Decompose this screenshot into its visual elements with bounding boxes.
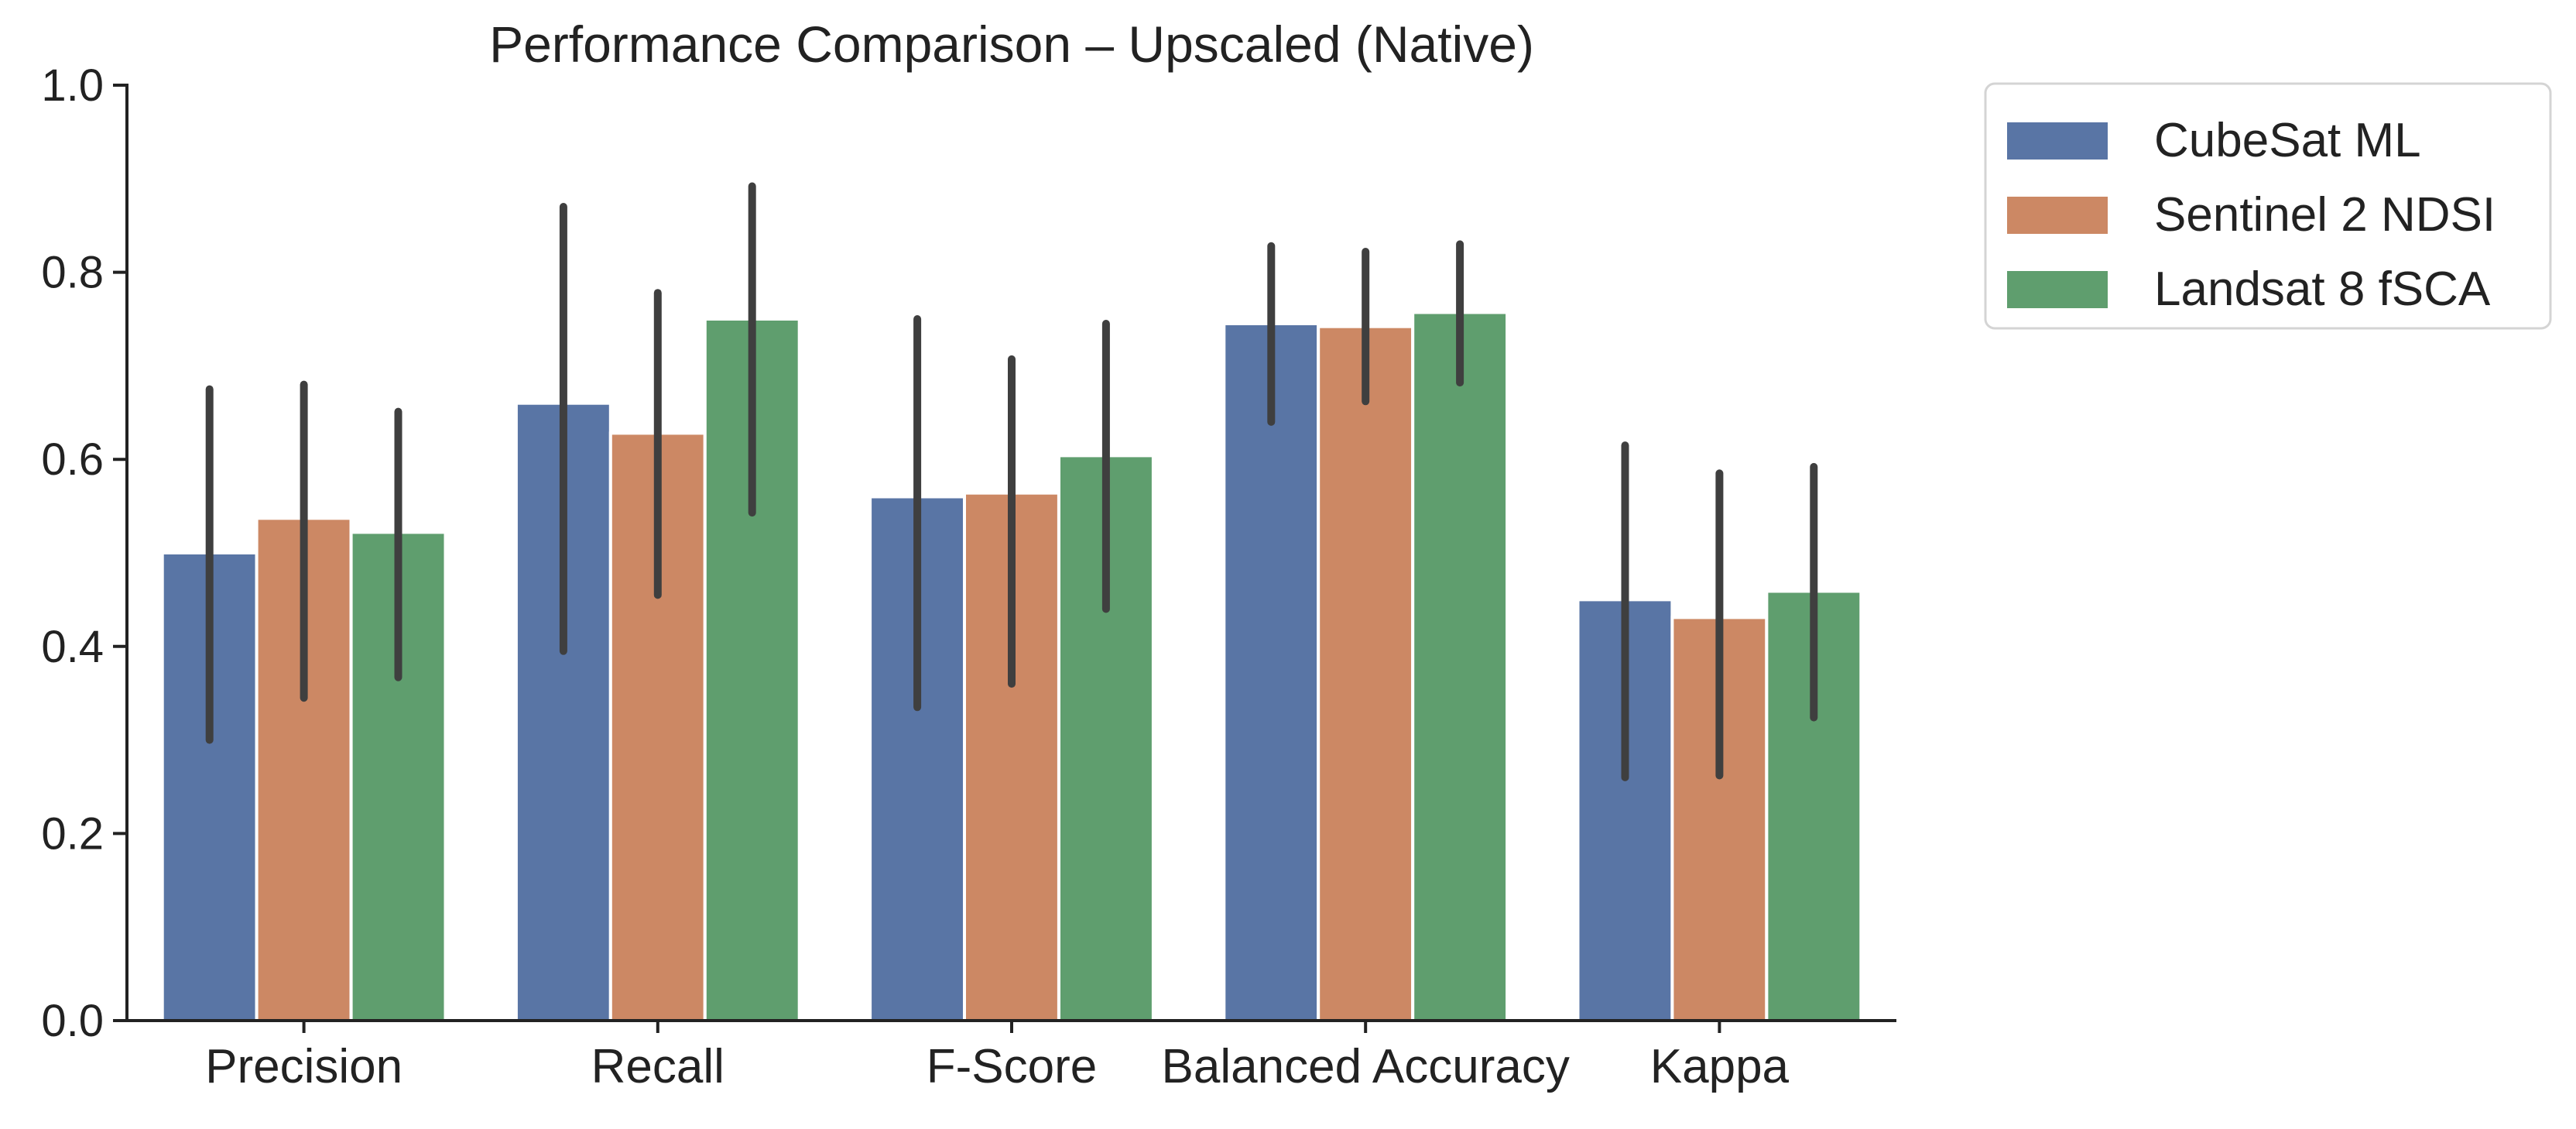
x-tick-label: Kappa [1650,1040,1790,1093]
bar-landsat-8-fsca-balanced-accuracy [1411,311,1509,1022]
bar-cubesat-ml-balanced-accuracy [1222,322,1321,1022]
y-tick-label: 0.0 [41,996,104,1046]
x-tick-label: Precision [205,1040,402,1093]
y-tick-label: 0.6 [41,434,104,485]
x-tick-label: Recall [591,1040,724,1093]
legend-label: Sentinel 2 NDSI [2154,188,2496,242]
legend-label: CubeSat ML [2154,114,2421,167]
legend-swatch [2007,197,2108,234]
legend: CubeSat ML Sentinel 2 NDSI Landsat 8 fSCA [1984,82,2552,330]
x-tick-label: Balanced Accuracy [1162,1040,1570,1093]
legend-swatch [2007,271,2108,308]
legend-swatch [2007,122,2108,160]
legend-frame [1984,82,2552,330]
legend-label: Landsat 8 fSCA [2154,263,2491,316]
error-bars-layer [205,182,1818,781]
y-tick-label: 1.0 [41,60,104,111]
y-tick-label: 0.8 [41,248,104,298]
x-tick-label: F-Score [927,1040,1097,1093]
axes-layer: Precision Recall F-Score Balanced Accuracy K… [41,60,1896,1093]
bar-sentinel-2-ndsi-balanced-accuracy [1317,324,1415,1022]
y-tick-label: 0.4 [41,622,104,672]
y-tick-label: 0.2 [41,808,104,859]
chart-title: Performance Comparison – Upscaled (Nativ… [489,15,1534,73]
